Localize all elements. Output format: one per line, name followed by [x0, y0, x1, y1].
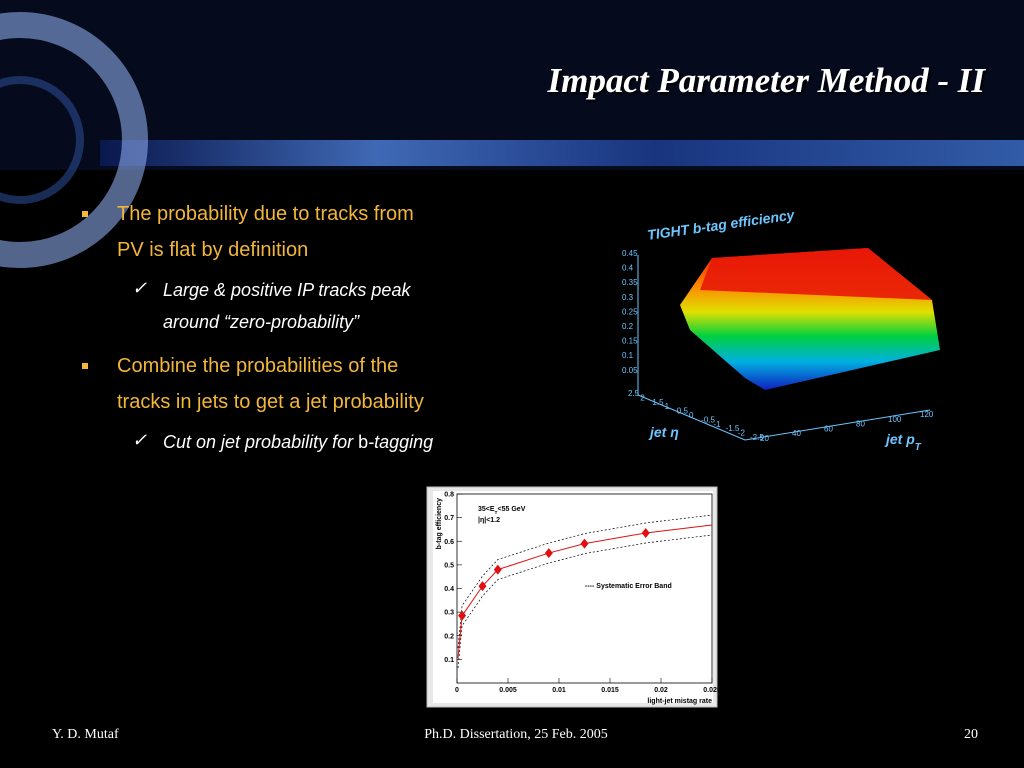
z-tick-label: 0.1 [622, 351, 634, 360]
eta-tick-label: 2 [640, 393, 645, 402]
surface-axes [637, 255, 931, 441]
eta-tick-label: 0.5 [677, 407, 689, 416]
bullet-text: PV is flat by definition [117, 239, 308, 261]
pt-label-part: T [915, 442, 922, 453]
eta-tick-label: 0 [689, 411, 694, 420]
pt-tick-label: 120 [920, 410, 934, 419]
sub-bullet-text: Large & positive IP tracks peak [163, 280, 411, 300]
y-tick-label: 0.2 [444, 633, 454, 640]
z-tick-label: 0.05 [622, 366, 638, 375]
annotation-part: T [495, 510, 498, 516]
y-tick-label: 0.5 [444, 562, 454, 569]
z-tick-label: 0.45 [622, 249, 638, 258]
x-tick-label: 0.015 [601, 687, 619, 694]
data-point [493, 564, 502, 575]
band-lower [457, 534, 713, 669]
y-tick-label: 0.3 [444, 610, 454, 617]
z-tick-label: 0.25 [622, 307, 638, 316]
x-axis-label: light-jet mistag rate [647, 698, 712, 705]
bullet-text: Combine the probabilities of the [117, 355, 398, 377]
fit-line [457, 524, 713, 659]
data-point [544, 548, 553, 559]
pt-label-part: jet p [884, 431, 915, 447]
data-point [458, 610, 467, 621]
y-tick-label: 0.4 [444, 586, 454, 593]
slide-title: Impact Parameter Method - II [547, 61, 987, 100]
y-tick-label: 0.6 [444, 539, 454, 546]
z-tick-label: 0.35 [622, 278, 638, 287]
data-point [478, 581, 487, 592]
x-tick-label: 0.005 [499, 687, 517, 694]
z-tick-label: 0.2 [622, 322, 634, 331]
bullet-text: The probability due to tracks from [117, 203, 414, 225]
sub-bullet-text-part: Cut on jet probability for [163, 432, 358, 452]
bullet-text: tracks in jets to get a jet probability [117, 391, 424, 413]
pt-tick-label: 60 [824, 424, 833, 433]
pt-tick-label: 80 [856, 420, 865, 429]
pt-label: jet pT [884, 431, 922, 453]
eta-label: jet η [648, 424, 679, 440]
bullet-marker [82, 363, 88, 369]
eta-tick-label: 1 [665, 402, 670, 411]
annotation: 35<ET<55 GeV [478, 506, 526, 516]
pt-tick-label: 20 [760, 434, 769, 443]
plot-bg [433, 491, 713, 703]
sub-bullet-text: around “zero-probability” [163, 312, 360, 332]
footer-right: 20 [964, 727, 978, 742]
surface-top [700, 248, 932, 300]
z-tick-label: 0.15 [622, 337, 638, 346]
y-tick-label: 0.1 [444, 657, 454, 664]
band-upper [457, 514, 713, 649]
footer-left: Y. D. Mutaf [52, 727, 119, 742]
x-tick-label: 0.02 [654, 687, 668, 694]
y-tick-label: 0.7 [444, 515, 454, 522]
x-tick-label: 0 [455, 687, 459, 694]
bullet-marker [82, 211, 88, 217]
sub-bullet-text-part: -tagging [368, 432, 433, 452]
eta-tick-label: -1 [713, 420, 721, 429]
annotation: |η|<1.2 [478, 517, 500, 524]
eta-tick-label: 1.5 [652, 398, 664, 407]
eta-tick-label: -1.5 [726, 424, 740, 433]
annotation-part: |η|<1.2 [478, 517, 500, 524]
check-mark: ✓ [132, 278, 147, 298]
deco-ring [0, 12, 148, 268]
annotation-part: <55 GeV [498, 506, 526, 513]
pt-tick-label: 100 [888, 415, 902, 424]
z-tick-label: 0.3 [622, 293, 634, 302]
pt-tick-label: 40 [792, 429, 801, 438]
z-tick-label: 0.4 [622, 264, 634, 273]
deco-ring [0, 76, 84, 204]
y-axis-label: b-tag efficiency [436, 498, 443, 549]
annotation-part: 35<E [478, 506, 495, 513]
eta-tick-label: 2.5 [628, 389, 640, 398]
x-tick-label: 0.025 [703, 687, 721, 694]
sub-bullet-text-part: b [358, 432, 368, 452]
data-point [641, 527, 650, 538]
check-mark: ✓ [132, 430, 147, 450]
eta-tick-label: -2 [738, 429, 746, 438]
eta-tick-label: -2.5 [750, 433, 764, 442]
eta-tick-label: -0.5 [701, 415, 715, 424]
x-tick-label: 0.01 [552, 687, 566, 694]
header-band [100, 140, 1024, 166]
band-label: ---- Systematic Error Band [585, 583, 672, 590]
y-tick-label: 0.8 [444, 492, 454, 499]
sub-bullet-text: Cut on jet probability for b-tagging [163, 432, 433, 452]
data-point [580, 538, 589, 549]
footer-center: Ph.D. Dissertation, 25 Feb. 2005 [424, 727, 608, 742]
